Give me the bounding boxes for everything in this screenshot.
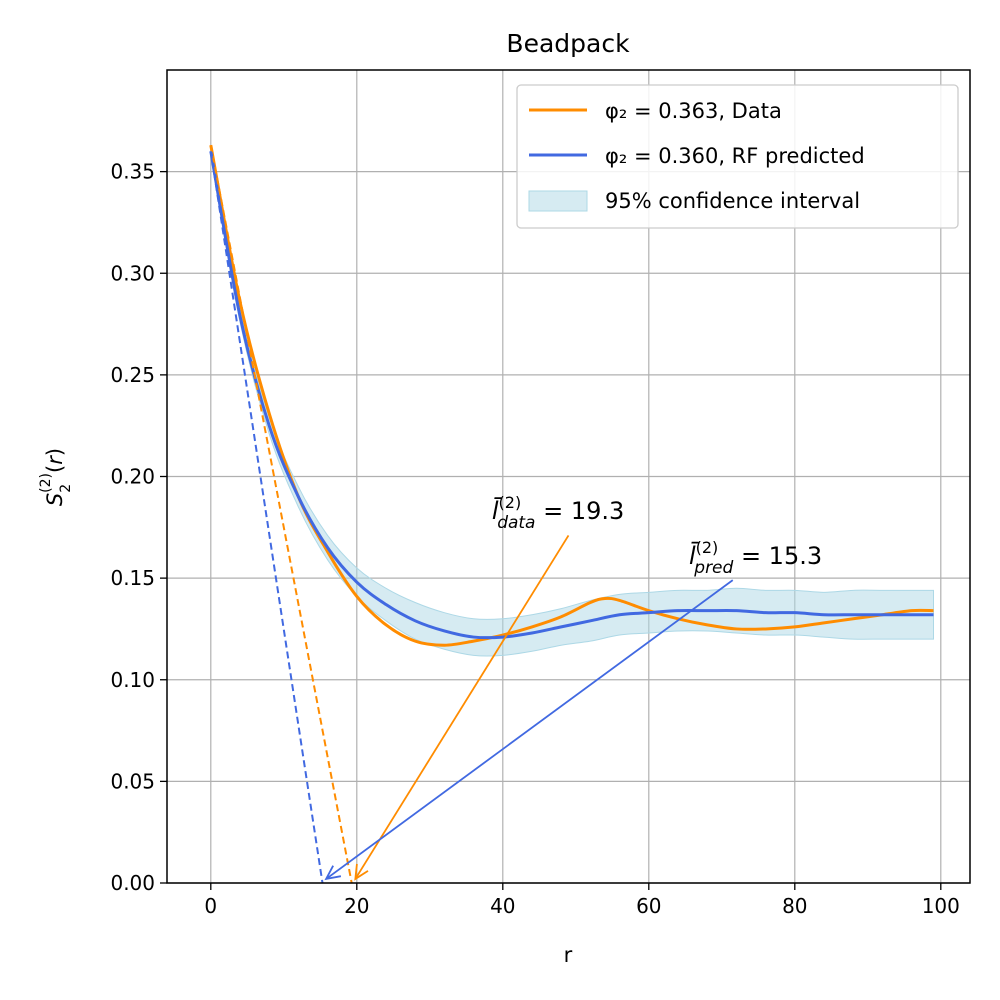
legend-box bbox=[516, 84, 959, 229]
predicted-tangent-line bbox=[209, 151, 324, 884]
annotations: l̄(2) data = 19.3 l̄(2) pred = 15.3 bbox=[324, 493, 822, 881]
data-annotation-label: l̄(2) data = 19.3 bbox=[492, 493, 624, 533]
legend-data-label: φ₂ = 0.363, Data bbox=[605, 99, 782, 123]
x-tick-label: 80 bbox=[782, 894, 807, 918]
x-axis-title: r bbox=[564, 943, 573, 967]
legend-confidence-interval-swatch bbox=[528, 190, 588, 212]
axis-ticks: 0 20 40 60 80 100 0.00 0.05 0.10 0.15 0.20 0.25 0.30… bbox=[110, 160, 959, 918]
y-tick-label: 0.30 bbox=[110, 261, 155, 285]
y-tick-label: 0.05 bbox=[110, 769, 155, 793]
svg-text:S2(2)(r): S2(2)(r) bbox=[38, 448, 74, 506]
tangent-lines bbox=[209, 145, 353, 884]
pred-arrowhead bbox=[324, 865, 342, 881]
legend: φ₂ = 0.363, Data φ₂ = 0.360, RF predicted… bbox=[516, 84, 959, 229]
x-tick-label: 100 bbox=[922, 894, 960, 918]
data-arrowhead bbox=[354, 863, 369, 881]
legend-confidence-interval-label: 95% confidence interval bbox=[605, 189, 860, 213]
x-tick-label: 0 bbox=[204, 894, 217, 918]
y-tick-label: 0.10 bbox=[110, 668, 155, 692]
y-tick-label: 0.15 bbox=[110, 566, 155, 590]
data-annotation-arrow bbox=[354, 534, 570, 880]
y-tick-label: 0.25 bbox=[110, 363, 155, 387]
x-tick-label: 60 bbox=[636, 894, 661, 918]
predicted-series-line bbox=[209, 151, 934, 640]
x-tick-label: 20 bbox=[344, 894, 369, 918]
y-tick-label: 0.20 bbox=[110, 465, 155, 489]
y-tick-label: 0.00 bbox=[110, 871, 155, 895]
data-tangent-line bbox=[209, 145, 353, 884]
series-layer bbox=[209, 144, 934, 647]
y-axis-title: S2(2)(r) bbox=[38, 448, 74, 506]
x-tick-label: 40 bbox=[490, 894, 515, 918]
y-tick-label: 0.35 bbox=[110, 160, 155, 184]
chart-title: Beadpack bbox=[506, 29, 630, 58]
pred-annotation-label: l̄(2) pred = 15.3 bbox=[689, 538, 822, 578]
legend-predicted-label: φ₂ = 0.360, RF predicted bbox=[605, 144, 865, 168]
pred-annotation-arrow bbox=[325, 579, 734, 880]
